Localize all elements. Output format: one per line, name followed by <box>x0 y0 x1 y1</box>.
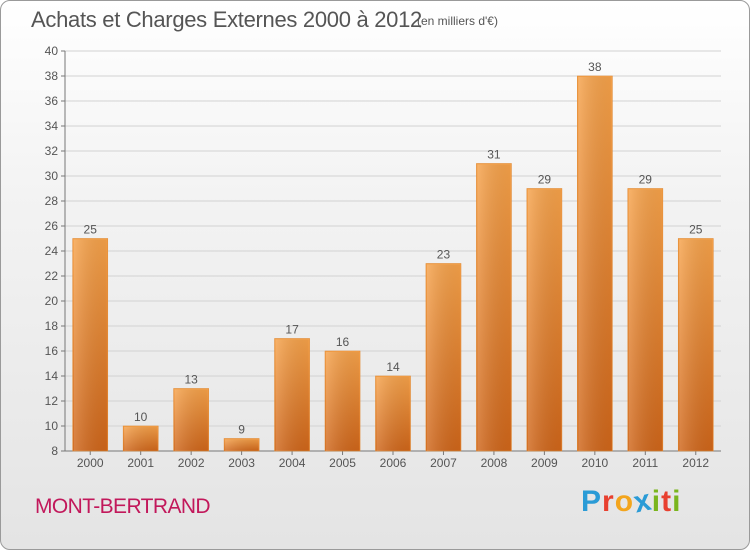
y-tick-label: 24 <box>45 244 59 258</box>
x-tick-label: 2006 <box>380 456 407 470</box>
chart-title: Achats et Charges Externes 2000 à 2012 <box>31 7 422 32</box>
y-tick-label: 22 <box>45 269 59 283</box>
chart-subtitle: (en milliers d'€) <box>417 14 498 28</box>
proxiti-logo[interactable]: Proxiti <box>581 484 682 520</box>
y-tick-label: 20 <box>45 294 59 308</box>
y-tick-label: 38 <box>45 69 59 83</box>
bar-highlight <box>628 189 662 451</box>
bar-highlight <box>174 389 208 451</box>
bar-value-label: 23 <box>437 248 451 262</box>
bar-value-label: 29 <box>639 173 653 187</box>
x-tick-label: 2011 <box>632 456 658 470</box>
bar-highlight <box>124 427 158 451</box>
x-tick-label: 2009 <box>531 456 558 470</box>
y-tick-label: 10 <box>45 419 59 433</box>
x-tick-label: 2001 <box>127 456 154 470</box>
y-tick-label: 18 <box>45 319 59 333</box>
bar-highlight <box>275 339 309 451</box>
y-tick-label: 12 <box>45 394 59 408</box>
bar-value-label: 10 <box>134 410 148 424</box>
bar-highlight <box>326 352 360 451</box>
bar-value-label: 31 <box>487 148 501 162</box>
bar-highlight <box>679 239 713 451</box>
bar-value-label: 25 <box>84 223 98 237</box>
logo-letter: o <box>614 485 635 518</box>
y-tick-label: 8 <box>51 444 58 458</box>
bar-value-label: 9 <box>238 423 245 437</box>
y-tick-label: 36 <box>45 94 59 108</box>
bar-highlight <box>376 377 410 451</box>
x-tick-label: 2004 <box>279 456 306 470</box>
axis-layer: 8 10 12 14 16 18 20 22 24 26 28 30 32 34 36 38 40 2000 200… <box>45 44 721 470</box>
y-tick-label: 40 <box>45 44 59 58</box>
bar-value-label: 17 <box>285 323 299 337</box>
bar-highlight <box>477 164 511 451</box>
bar-value-label: 38 <box>588 60 602 74</box>
x-tick-label: 2000 <box>77 456 104 470</box>
y-tick-label: 32 <box>45 144 59 158</box>
x-tick-label: 2003 <box>228 456 255 470</box>
logo-letter: r <box>602 485 615 518</box>
bar-value-label: 16 <box>336 335 350 349</box>
bar-value-label: 25 <box>689 223 703 237</box>
bar-value-label: 14 <box>386 360 400 374</box>
logo-letter: P <box>581 485 603 518</box>
x-tick-label: 2005 <box>329 456 356 470</box>
y-tick-label: 14 <box>45 369 59 383</box>
x-tick-label: 2007 <box>430 456 457 470</box>
bar-highlight <box>225 439 259 451</box>
bar-highlight <box>578 77 612 451</box>
bar-layer <box>72 75 714 452</box>
bar-value-label: 13 <box>184 373 198 387</box>
x-tick-label: 2010 <box>581 456 608 470</box>
label-layer: 25 10 13 9 17 16 14 23 31 29 38 29 25 <box>84 60 703 437</box>
bar-highlight <box>73 239 107 451</box>
bar-highlight <box>426 264 460 451</box>
y-tick-label: 26 <box>45 219 59 233</box>
y-tick-label: 28 <box>45 194 59 208</box>
y-tick-label: 16 <box>45 344 59 358</box>
logo-letter: i <box>672 485 682 518</box>
y-tick-label: 30 <box>45 169 59 183</box>
bar-highlight <box>527 189 561 451</box>
logo-letter: t <box>661 485 673 518</box>
x-tick-label: 2012 <box>682 456 709 470</box>
x-tick-label: 2002 <box>178 456 205 470</box>
logo-letter: i <box>651 485 662 518</box>
commune-name: MONT-BERTRAND <box>35 495 211 518</box>
x-tick-label: 2008 <box>481 456 508 470</box>
bar-value-label: 29 <box>538 173 552 187</box>
y-tick-label: 34 <box>45 119 59 133</box>
